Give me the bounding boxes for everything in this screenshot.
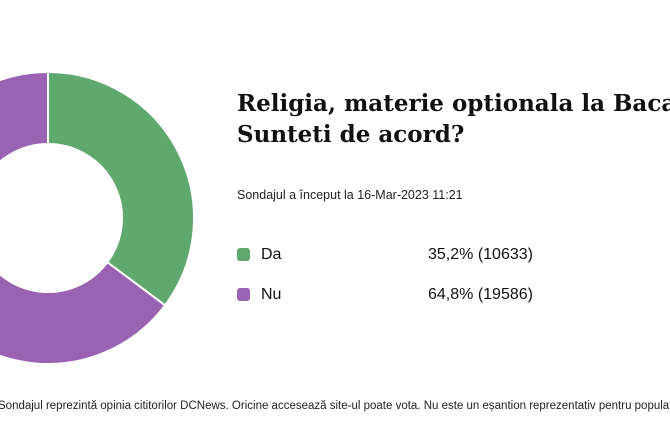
legend-value-nu: 64,8% (19586) xyxy=(428,286,533,303)
donut-chart xyxy=(0,70,195,365)
poll-start-date: Sondajul a început la 16-Mar-2023 11:21 xyxy=(237,188,463,202)
legend-value-da: 35,2% (10633) xyxy=(428,246,533,263)
legend-swatch-da xyxy=(237,248,250,261)
chart-title: Religia, materie optionala la Bacalaurea… xyxy=(237,88,670,150)
legend-label-da: Da xyxy=(261,246,282,263)
donut-slice-nu xyxy=(0,70,167,365)
legend-label-nu: Nu xyxy=(261,286,282,303)
chart-title-line-1: Religia, materie optionala la Bacalaurea… xyxy=(237,90,670,117)
legend-item-nu: Nu 64,8% (19586) xyxy=(237,285,670,325)
donut-slice-da xyxy=(47,70,195,307)
legend-swatch-nu xyxy=(237,288,250,301)
chart-legend: Da 35,2% (10633) Nu 64,8% (19586) xyxy=(237,245,670,325)
legend-item-da: Da 35,2% (10633) xyxy=(237,245,670,285)
poll-disclaimer: Sondajul reprezintă opinia cititorilor D… xyxy=(0,400,670,412)
chart-title-line-2: Sunteti de acord? xyxy=(237,121,465,148)
